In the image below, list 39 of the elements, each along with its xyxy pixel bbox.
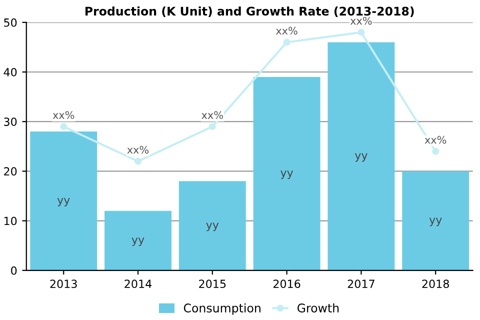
x-tick-label: 2015 [199, 280, 226, 288]
data-label: yy [132, 238, 144, 246]
y-tick-label: 30 [4, 118, 17, 126]
x-tick-label: 2017 [348, 280, 374, 288]
point [432, 148, 440, 155]
point [358, 28, 365, 36]
x-tick-label: 2016 [273, 280, 300, 288]
bar [104, 210, 172, 270]
chart-title: Production (K Unit) and Growth Rate (2013-2018) [85, 6, 414, 18]
legend-label: Consumption [184, 303, 260, 315]
point [134, 158, 142, 165]
y-tick-label: 10 [4, 216, 17, 226]
data-label: xx% [52, 111, 74, 119]
bar [30, 132, 98, 270]
point [283, 38, 290, 46]
bar [253, 76, 320, 270]
data-label: yy [280, 170, 294, 180]
point [208, 123, 216, 130]
data-label: xx% [276, 26, 298, 35]
bar [402, 171, 470, 270]
x-tick-label: 2014 [124, 280, 152, 288]
y-tick-label: 0 [11, 266, 17, 275]
data-label: xx% [127, 146, 149, 154]
point [60, 123, 68, 130]
data-label: xx% [202, 111, 223, 119]
x-tick-label: 2018 [422, 280, 449, 288]
bar [178, 181, 246, 270]
y-tick-label: 50 [4, 18, 17, 27]
bar [328, 42, 395, 270]
y-tick-label: 20 [4, 167, 17, 176]
data-label: yy [429, 218, 442, 226]
data-label: yy [206, 222, 219, 232]
data-label: yy [354, 153, 368, 162]
legend-label: Growth [298, 303, 339, 312]
data-label: yy [57, 198, 70, 206]
data-label: xx% [350, 16, 372, 25]
y-tick-label: 40 [4, 68, 17, 76]
data-label: xx% [424, 136, 446, 144]
x-tick-label: 2013 [50, 280, 77, 288]
